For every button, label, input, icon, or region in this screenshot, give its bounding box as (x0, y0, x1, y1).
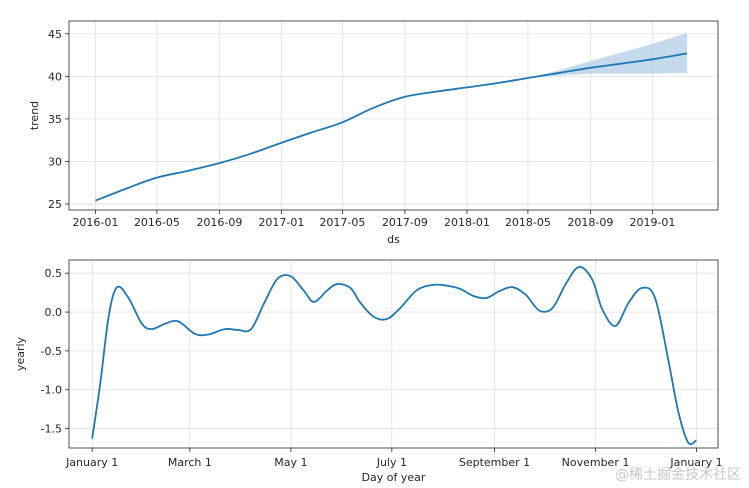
yearly-y-tick-label: 0.5 (45, 267, 63, 280)
trend-x-tick-label: 2018-05 (505, 216, 551, 229)
trend-y-tick-label: 25 (48, 198, 62, 211)
yearly-x-tick-label: March 1 (168, 456, 212, 469)
yearly-x-tick-label: January 1 (669, 456, 722, 469)
trend-x-tick-label: 2016-01 (72, 216, 118, 229)
yearly-y-tick-label: -1.0 (41, 384, 62, 397)
trend-gridlines (69, 21, 718, 210)
trend-uncertainty-band (527, 32, 687, 79)
trend-y-tick-label: 35 (48, 113, 62, 126)
trend-x-tick-label: 2018-01 (444, 216, 490, 229)
yearly-x-axis-label: Day of year (362, 471, 426, 484)
trend-x-tick-label: 2019-01 (629, 216, 675, 229)
yearly-chart: January 1 March 1 May 1 July 1 September 1 No… (14, 259, 723, 484)
yearly-x-tick-label: January 1 (65, 456, 118, 469)
trend-x-tick-label: 2018-09 (567, 216, 613, 229)
trend-line (95, 52, 688, 202)
trend-x-tick-label: 2017-09 (382, 216, 428, 229)
trend-chart: 2016-01 2016-05 2016-09 2017-01 2017-05 2017-… (28, 20, 719, 246)
yearly-y-tick-label: 0.0 (45, 306, 63, 319)
trend-x-tick-label: 2016-09 (196, 216, 242, 229)
yearly-x-tick-label: July 1 (376, 456, 407, 469)
yearly-x-tick-label: May 1 (274, 456, 307, 469)
yearly-y-tick-label: -0.5 (41, 345, 62, 358)
yearly-y-tick-label: -1.5 (41, 423, 62, 436)
yearly-x-ticks: January 1 March 1 May 1 July 1 September 1 No… (65, 448, 723, 469)
yearly-x-tick-label: September 1 (459, 456, 530, 469)
trend-y-tick-label: 30 (48, 155, 62, 168)
trend-x-ticks: 2016-01 2016-05 2016-09 2017-01 2017-05 2017-… (72, 210, 675, 229)
yearly-gridlines (69, 260, 718, 448)
trend-y-tick-label: 40 (48, 70, 62, 83)
trend-x-axis-label: ds (387, 233, 400, 246)
yearly-x-tick-label: November 1 (562, 456, 630, 469)
yearly-axes-frame (68, 259, 719, 449)
yearly-y-axis-label: yearly (14, 336, 27, 371)
trend-y-axis-label: trend (28, 101, 41, 130)
trend-y-tick-label: 45 (48, 28, 62, 41)
trend-axes-frame (68, 20, 719, 211)
trend-y-ticks: 25 30 35 40 45 (48, 28, 69, 211)
trend-x-tick-label: 2016-05 (134, 216, 180, 229)
trend-x-tick-label: 2017-05 (319, 216, 365, 229)
yearly-y-ticks: -1.5 -1.0 -0.5 0.0 0.5 (41, 267, 69, 436)
yearly-line (91, 266, 697, 446)
trend-x-tick-label: 2017-01 (258, 216, 304, 229)
watermark: @稀土掘金技术社区 (615, 467, 741, 483)
